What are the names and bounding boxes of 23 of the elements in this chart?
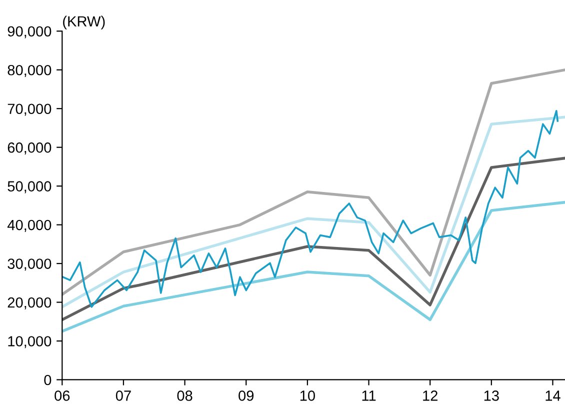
line-series — [62, 200, 565, 333]
x-tick-label: 07 — [116, 390, 131, 401]
y-tick-label: 0 — [44, 374, 52, 386]
y-axis-title: (KRW) — [63, 16, 105, 30]
y-tick-label: 30,000 — [8, 258, 52, 271]
y-tick-label: 20,000 — [8, 297, 52, 310]
x-tick-label: 14 — [546, 390, 560, 401]
x-tick-label: 13 — [484, 390, 499, 401]
y-tick-label: 80,000 — [8, 64, 52, 78]
y-tick-label: 90,000 — [8, 26, 52, 38]
x-tick-label: 06 — [54, 390, 70, 401]
y-tick-label: 60,000 — [8, 142, 52, 154]
line-series — [62, 68, 565, 296]
y-tick-label: 70,000 — [8, 104, 52, 116]
x-tick-label: 09 — [238, 390, 254, 401]
line-series — [62, 156, 565, 322]
y-tick-label: 10,000 — [8, 336, 52, 348]
x-tick-label: 11 — [362, 390, 376, 401]
x-tick-label: 12 — [423, 390, 438, 401]
y-tick-label: 40,000 — [7, 220, 52, 232]
x-tick-label: 08 — [177, 390, 192, 401]
y-tick-label: 50,000 — [8, 181, 52, 194]
x-tick-label: 10 — [300, 390, 315, 401]
